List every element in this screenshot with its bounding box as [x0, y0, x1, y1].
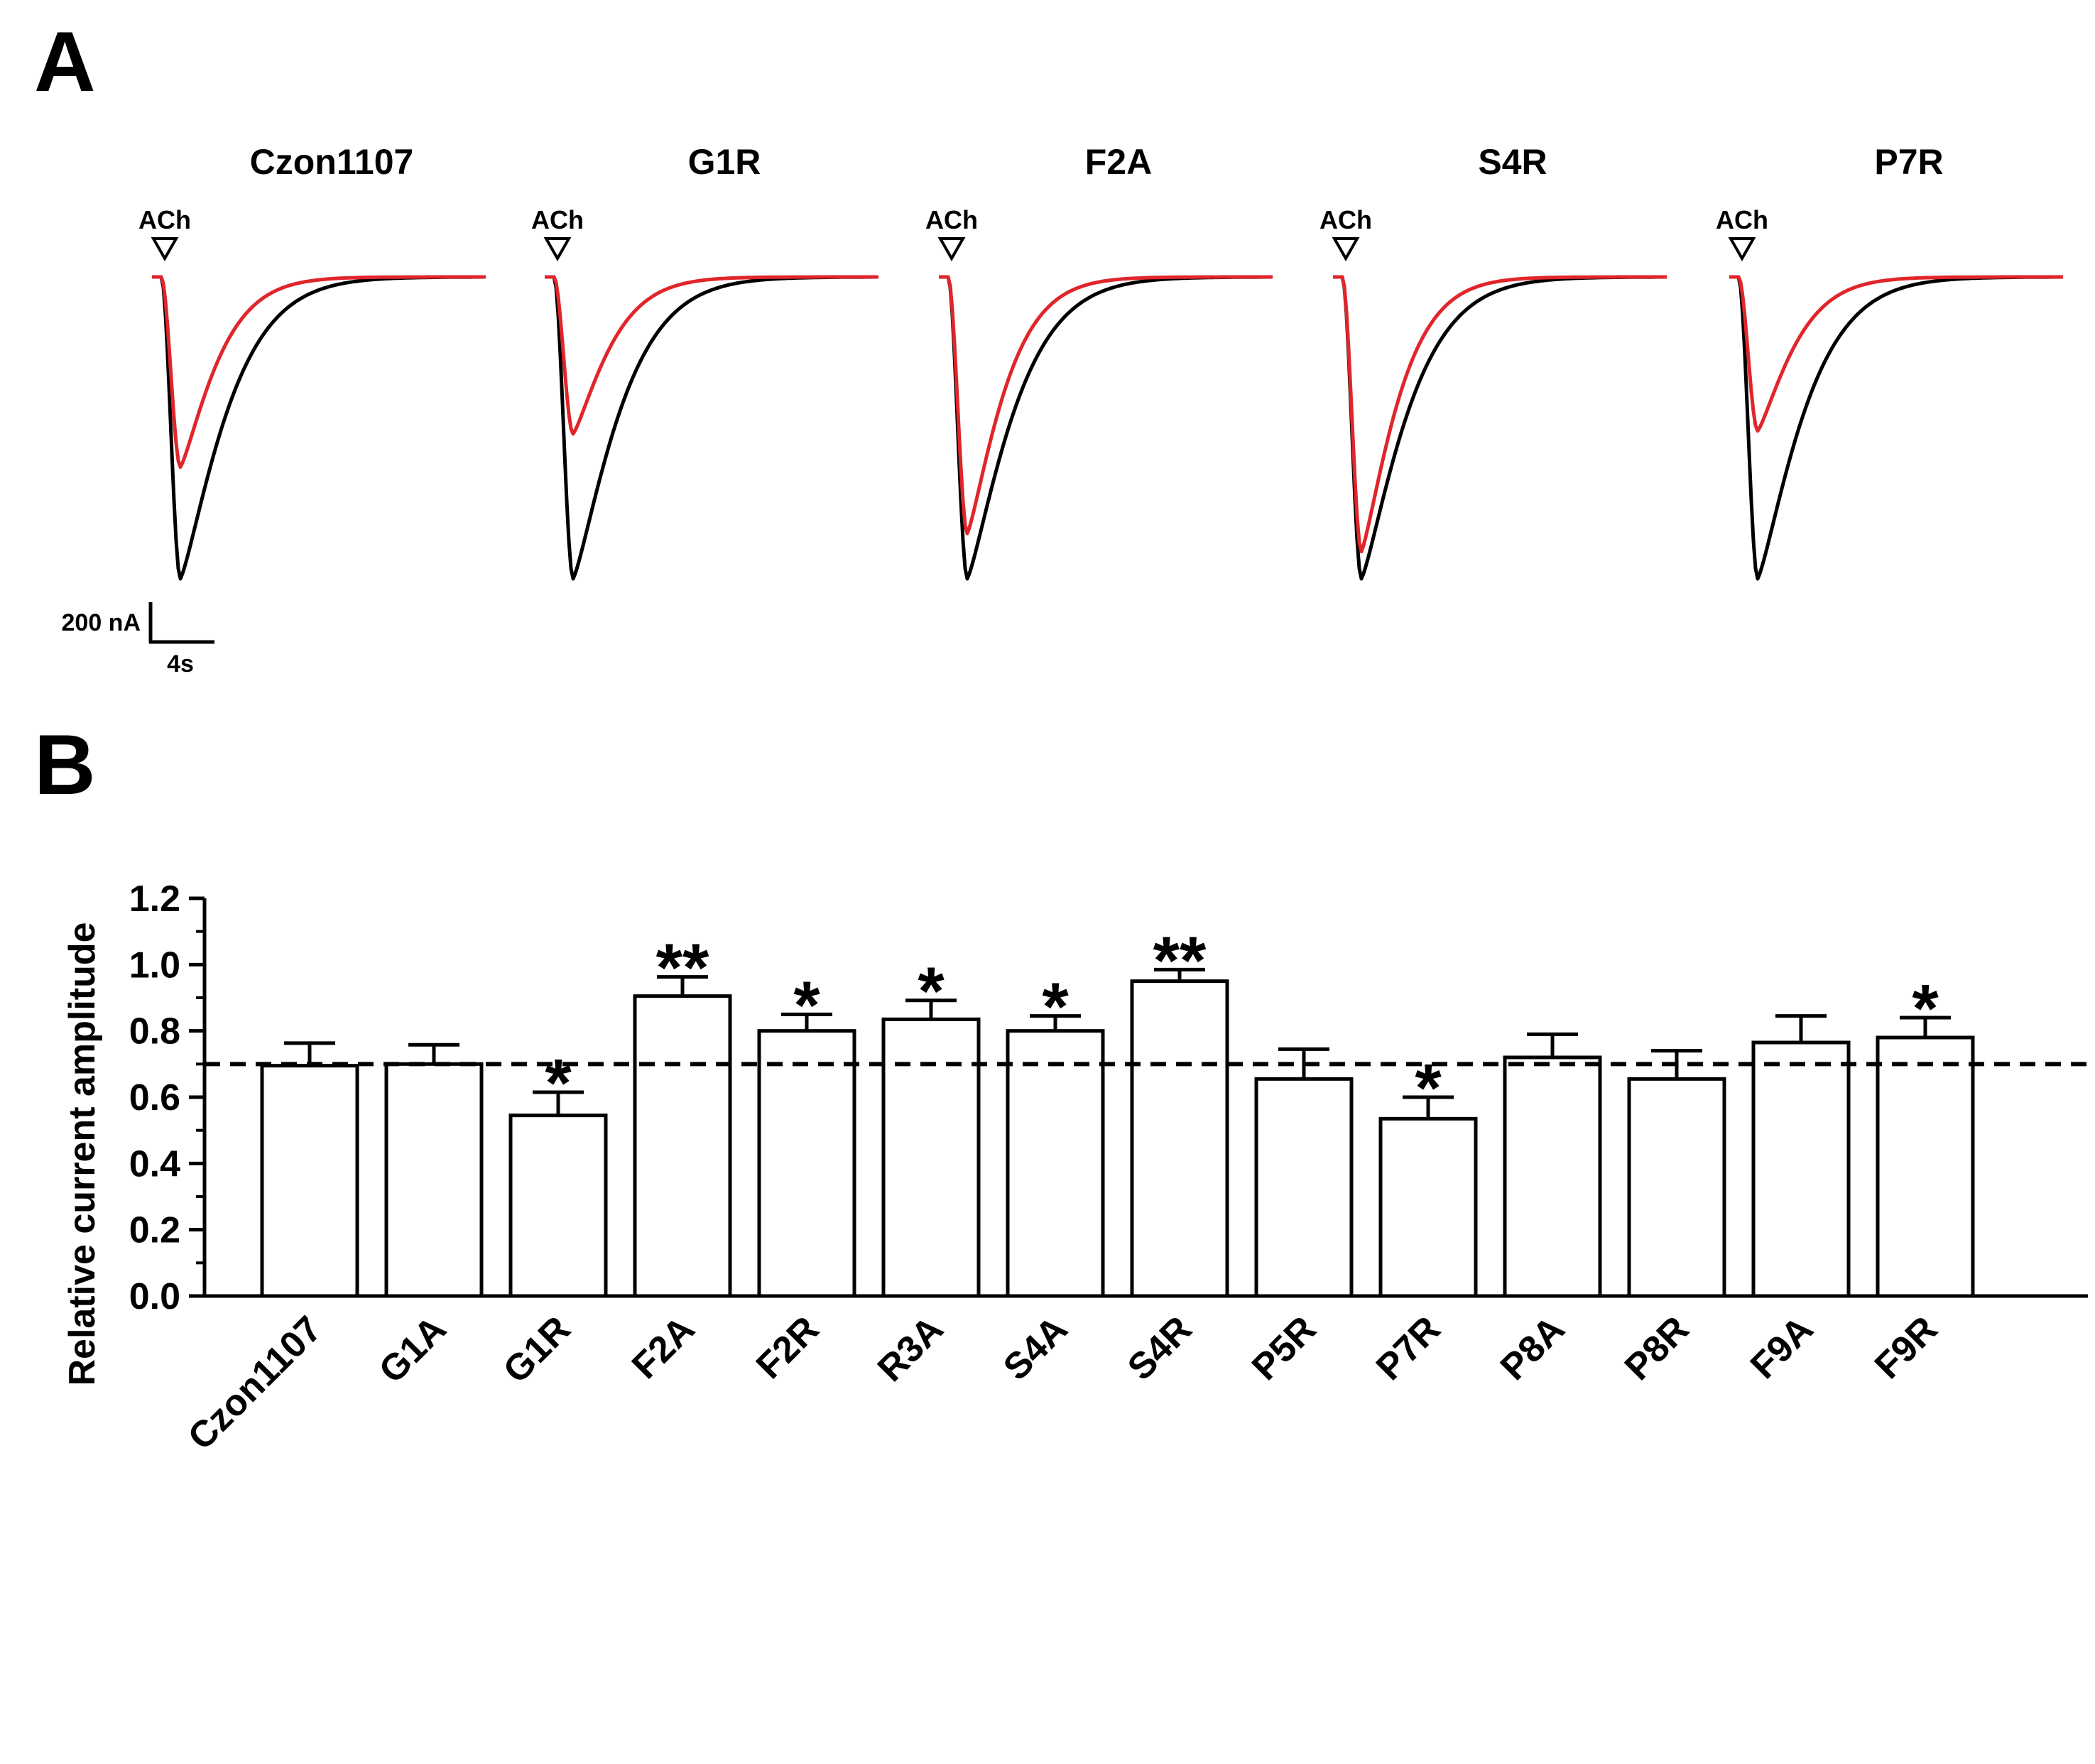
- y-tick-label: 0.8: [129, 1011, 180, 1052]
- y-tick-label: 1.2: [129, 878, 180, 920]
- bar-p8a: [1503, 1055, 1602, 1298]
- significance-label: **: [1153, 922, 1207, 998]
- x-tick-label-f2a: F2A: [624, 1308, 702, 1386]
- control-trace: [545, 275, 879, 581]
- x-tick-label-g1r: G1R: [496, 1308, 579, 1391]
- scale-bar-current-label: 200 nA: [62, 609, 141, 636]
- panel-b-label: B: [34, 717, 96, 812]
- ach-triangle-icon: [1332, 237, 1360, 262]
- toxin-trace: [939, 275, 1273, 535]
- trace-panel-czon1107: Czon1107 ACh: [138, 142, 486, 581]
- significance-label: *: [918, 954, 945, 1030]
- bar-p5r: [1254, 1077, 1354, 1298]
- x-tick-label-s4a: S4A: [996, 1308, 1076, 1388]
- ach-label: ACh: [1716, 205, 1768, 234]
- y-tick-label: 0.2: [129, 1210, 180, 1251]
- x-tick-label-p7r: P7R: [1368, 1308, 1449, 1388]
- x-tick-label-r3a: R3A: [870, 1308, 952, 1390]
- x-tick-label-g1a: G1A: [371, 1308, 455, 1391]
- trace-panel-s4r: S4R ACh: [1319, 142, 1667, 581]
- toxin-trace: [152, 275, 486, 469]
- trace-title: Czon1107: [250, 142, 414, 182]
- ach-label: ACh: [925, 205, 978, 234]
- ach-label: ACh: [1319, 205, 1372, 234]
- bar-f2a: [633, 994, 732, 1298]
- significance-label: **: [656, 930, 709, 1006]
- trace-title: F2A: [1085, 142, 1152, 182]
- bar-p7r: [1378, 1116, 1478, 1298]
- bar-s4a: [1006, 1029, 1105, 1298]
- panel-a-label: A: [34, 14, 96, 109]
- trace-title: G1R: [688, 142, 761, 182]
- y-axis-title: Relative current amplitude: [62, 922, 103, 1385]
- trace-panel-p7r: P7R ACh: [1716, 142, 2064, 581]
- bar-p8r: [1627, 1077, 1726, 1298]
- y-tick-label: 0.0: [129, 1276, 180, 1317]
- significance-label: *: [793, 967, 820, 1043]
- ach-label: ACh: [531, 205, 584, 234]
- ach-triangle-icon: [937, 237, 966, 262]
- ach-triangle-icon: [543, 237, 572, 262]
- trace-panel-g1r: G1R ACh: [531, 142, 879, 581]
- x-tick-label-f9r: F9R: [1867, 1308, 1945, 1386]
- trace-panel-f2a: F2A ACh: [925, 142, 1273, 581]
- control-trace: [939, 275, 1273, 581]
- bar-r3a: [881, 1017, 981, 1298]
- x-tick-label-p5r: P5R: [1244, 1308, 1324, 1388]
- bar-f9a: [1751, 1040, 1851, 1298]
- ach-triangle-icon: [1728, 237, 1756, 262]
- x-tick-label-f9a: F9A: [1743, 1308, 1821, 1386]
- toxin-trace: [545, 275, 878, 436]
- ach-triangle-icon: [151, 237, 179, 262]
- x-tick-label-p8a: P8A: [1493, 1308, 1573, 1388]
- x-tick-label-f2r: F2R: [749, 1308, 827, 1386]
- y-tick-label: 0.6: [129, 1077, 180, 1118]
- bar-g1a: [384, 1062, 484, 1298]
- significance-label: *: [1042, 969, 1069, 1045]
- x-tick-label-czon1107: Czon1107: [180, 1308, 330, 1458]
- scale-bar-time-label: 4s: [167, 650, 194, 677]
- x-tick-label-s4r: S4R: [1120, 1308, 1200, 1388]
- bar-f9r: [1876, 1035, 1975, 1298]
- trace-title: S4R: [1478, 142, 1547, 182]
- significance-label: *: [1415, 1050, 1442, 1126]
- trace-title: P7R: [1874, 142, 1943, 182]
- toxin-trace: [1333, 275, 1667, 554]
- y-tick-label: 0.4: [129, 1143, 180, 1185]
- bar-g1r: [508, 1114, 608, 1298]
- control-trace: [1729, 275, 2064, 581]
- significance-label: *: [545, 1045, 572, 1121]
- control-trace: [1333, 275, 1667, 581]
- ach-label: ACh: [138, 205, 191, 234]
- x-tick-label-p8r: P8R: [1617, 1308, 1697, 1388]
- toxin-trace: [1729, 275, 2063, 433]
- scale-bar: 200 nA 4s: [62, 602, 214, 677]
- bar-czon1107: [260, 1064, 359, 1298]
- bar-f2r: [757, 1029, 856, 1298]
- bar-s4r: [1130, 979, 1229, 1298]
- significance-label: *: [1912, 971, 1939, 1047]
- control-trace: [152, 275, 486, 581]
- trace-panels: Czon1107 ACh G1R ACh F2A ACh S4R ACh P7R ACh: [138, 142, 2064, 581]
- y-tick-label: 1.0: [129, 944, 180, 986]
